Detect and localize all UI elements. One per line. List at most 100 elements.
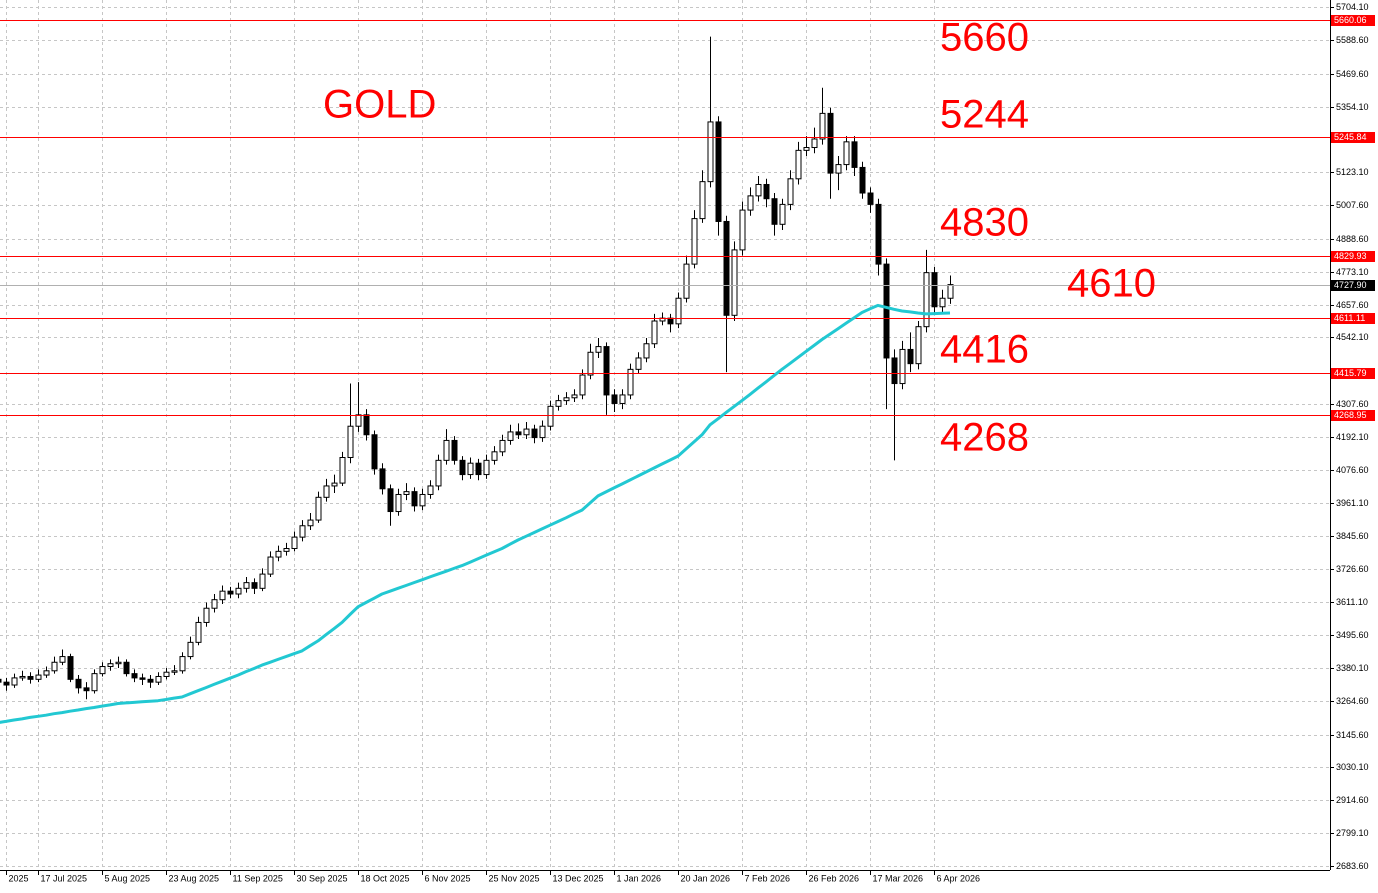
candle-body — [883, 263, 890, 359]
x-tick-label: 6 Nov 2025 — [425, 873, 471, 883]
y-tick-label: 5469.60 — [1336, 69, 1369, 79]
candle-body — [19, 675, 26, 679]
candle-body — [187, 641, 194, 658]
y-tick-label: 3961.10 — [1336, 498, 1369, 508]
annotation: 4416 — [940, 328, 1029, 372]
y-tick-label: 3495.60 — [1336, 630, 1369, 640]
x-tick-label: 11 Sep 2025 — [233, 873, 283, 883]
candle-body — [907, 348, 914, 365]
candle-body — [587, 351, 594, 376]
y-tick-label: 5354.10 — [1336, 102, 1369, 112]
x-tick-label: 20 Jan 2026 — [681, 873, 731, 883]
candle-body — [275, 550, 282, 558]
chart-title: GOLD — [323, 83, 436, 127]
axes: 2683.60 2799.10 2914.60 3030.10 3145.60 3264.… — [6, 2, 1375, 883]
candle-body — [811, 138, 818, 149]
candle-body — [363, 414, 370, 436]
x-tick-label: 6 Apr 2026 — [937, 873, 981, 883]
level-label: 5660.06 — [1334, 15, 1367, 25]
last-price-label: 4727.90 — [1334, 280, 1367, 290]
y-tick-label: 4192.10 — [1336, 432, 1369, 442]
candle-body — [531, 428, 538, 439]
y-tick-label: 3145.60 — [1336, 730, 1369, 740]
x-tick-label: 5 Aug 2025 — [105, 873, 151, 883]
candle-body — [779, 203, 786, 225]
candle-body — [155, 675, 162, 683]
grid — [0, 0, 1330, 870]
annotation: 5244 — [940, 93, 1029, 137]
candle-body — [227, 590, 234, 595]
candle-body — [723, 220, 730, 316]
candle-body — [35, 674, 42, 680]
candle-body — [491, 451, 498, 461]
candle-body — [635, 357, 642, 370]
candle-body — [195, 621, 202, 643]
candle-body — [139, 677, 146, 680]
candle-body — [483, 459, 490, 476]
y-tick-label: 4888.60 — [1336, 234, 1369, 244]
candle-body — [91, 673, 98, 692]
y-tick-label: 3611.10 — [1336, 597, 1368, 607]
candle-body — [315, 496, 322, 521]
candle-body — [291, 536, 298, 550]
candle-body — [683, 263, 690, 299]
candle-body — [515, 431, 522, 436]
candle-body — [203, 607, 210, 623]
x-tick-label: 23 Aug 2025 — [169, 873, 220, 883]
candle-body — [867, 192, 874, 205]
candle-body — [571, 394, 578, 399]
level-badge — [1331, 132, 1375, 143]
annotation: 4830 — [940, 201, 1029, 245]
candle-body — [875, 203, 882, 265]
level-badge — [1331, 410, 1375, 421]
candle-body — [51, 661, 58, 672]
y-tick-label: 4076.60 — [1336, 465, 1369, 475]
candle-body — [771, 198, 778, 225]
candle-body — [547, 405, 554, 427]
candle-body — [171, 670, 178, 673]
plot — [0, 36, 954, 700]
level-badge — [1331, 15, 1375, 26]
candle-body — [795, 149, 802, 180]
candle-body — [147, 678, 154, 683]
y-tick-label: 3845.60 — [1336, 531, 1369, 541]
candle-body — [619, 394, 626, 404]
candle-body — [731, 249, 738, 316]
level-badge — [1331, 368, 1375, 379]
candle-body — [411, 491, 418, 507]
candle-body — [507, 431, 514, 441]
level-label: 4829.93 — [1334, 251, 1367, 261]
candle-body — [0, 678, 2, 683]
annotation: 4268 — [940, 416, 1029, 460]
annotation: 4610 — [1067, 262, 1156, 306]
candle-body — [27, 675, 34, 680]
candle-body — [323, 485, 330, 498]
candle-body — [123, 661, 130, 675]
candle-body — [819, 112, 826, 140]
candle-body — [395, 493, 402, 513]
candle-body — [627, 368, 634, 396]
y-tick-label: 5704.10 — [1336, 2, 1369, 12]
x-tick-label: 25 Nov 2025 — [489, 873, 540, 883]
candle-body — [59, 656, 66, 663]
candle-body — [75, 678, 82, 689]
candle-body — [899, 348, 906, 385]
candle-body — [467, 462, 474, 476]
candle-body — [707, 121, 714, 183]
candle-body — [331, 482, 338, 487]
candle-body — [667, 317, 674, 325]
x-tick-label: 18 Oct 2025 — [361, 873, 410, 883]
candle-body — [243, 582, 250, 589]
y-tick-label: 3380.10 — [1336, 663, 1369, 673]
candle-body — [3, 681, 10, 686]
x-tick-label: 2025 — [9, 873, 29, 883]
candle-body — [379, 468, 386, 490]
candle-body — [435, 459, 442, 487]
candle-body — [299, 525, 306, 538]
y-tick-label: 5007.60 — [1336, 200, 1369, 210]
x-tick-label: 7 Feb 2026 — [745, 873, 791, 883]
candle-body — [235, 587, 242, 595]
candle-body — [787, 178, 794, 205]
